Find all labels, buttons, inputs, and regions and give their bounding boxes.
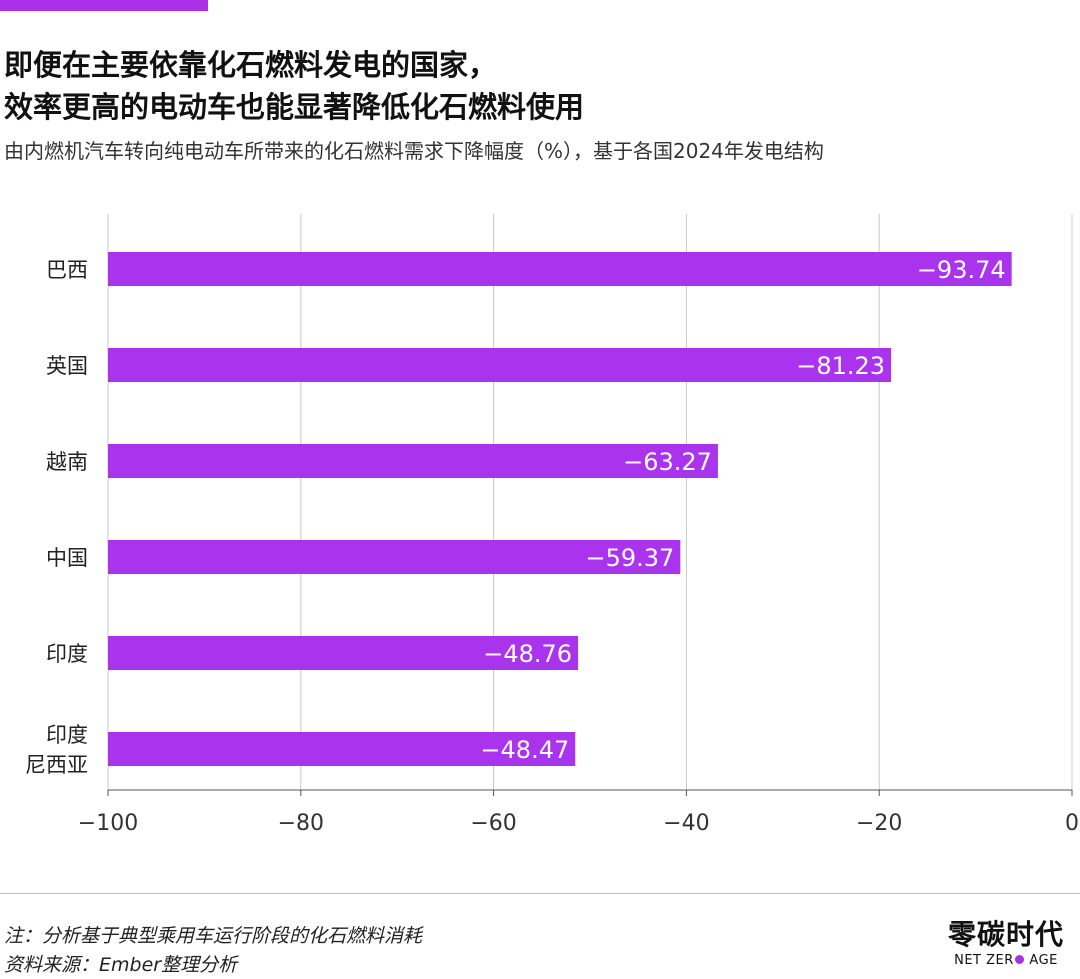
bar-value-label: −59.37 — [585, 544, 674, 572]
bar-value-label: −81.23 — [796, 352, 885, 380]
category-label: 印度 — [46, 723, 88, 747]
category-label: 中国 — [46, 546, 88, 570]
category-label: 越南 — [46, 450, 88, 474]
x-tick-label: −60 — [470, 811, 516, 836]
bar-chart: −100 −80 −60 −40 −20 0 −93.74 巴西 −81.23 英国 −63.27 越… — [25, 214, 1079, 836]
category-label: 英国 — [46, 354, 88, 378]
chart-subtitle: 由内燃机汽车转向纯电动车所带来的化石燃料需求下降幅度（%），基于各国2024年发… — [4, 139, 824, 163]
bar-value-label: −63.27 — [623, 448, 712, 476]
bar — [108, 444, 718, 478]
x-tick-label: −40 — [663, 811, 709, 836]
bar — [108, 636, 579, 670]
bar-value-label: −48.47 — [480, 736, 569, 764]
bar — [108, 540, 681, 574]
category-label: 尼西亚 — [25, 753, 88, 777]
title-line-2: 效率更高的电动车也能显著降低化石燃料使用 — [4, 90, 585, 124]
chart-title: 即便在主要依靠化石燃料发电的国家， 效率更高的电动车也能显著降低化石燃料使用 — [4, 44, 1074, 128]
x-tick-label: −20 — [856, 811, 902, 836]
brand-name-en-left: NET ZER — [954, 953, 1014, 968]
category-label: 印度 — [46, 642, 88, 666]
bar-value-label: −48.76 — [483, 640, 572, 668]
x-tick-label: −100 — [78, 811, 138, 836]
source-note: 资料来源：Ember整理分析 — [4, 954, 238, 976]
brand-dot-icon — [1014, 955, 1024, 964]
bar — [108, 732, 576, 766]
title-line-1: 即便在主要依靠化石燃料发电的国家， — [4, 48, 498, 82]
x-tick-label: 0 — [1065, 811, 1079, 836]
bar-value-label: −93.74 — [917, 256, 1006, 284]
footer-divider — [0, 893, 1080, 894]
bar — [108, 252, 1012, 286]
footnote: 注：分析基于典型乘用车运行阶段的化石燃料消耗 — [4, 925, 423, 947]
bar — [108, 348, 892, 382]
x-tick-label: −80 — [278, 811, 324, 836]
accent-tab — [0, 0, 208, 11]
brand-logo: 零碳时代 NET ZER AGE — [936, 918, 1076, 970]
brand-name-cn: 零碳时代 — [947, 918, 1064, 951]
category-label: 巴西 — [46, 258, 88, 282]
brand-name-en-right: AGE — [1024, 953, 1058, 968]
brand-name-en: NET ZER AGE — [936, 952, 1076, 970]
